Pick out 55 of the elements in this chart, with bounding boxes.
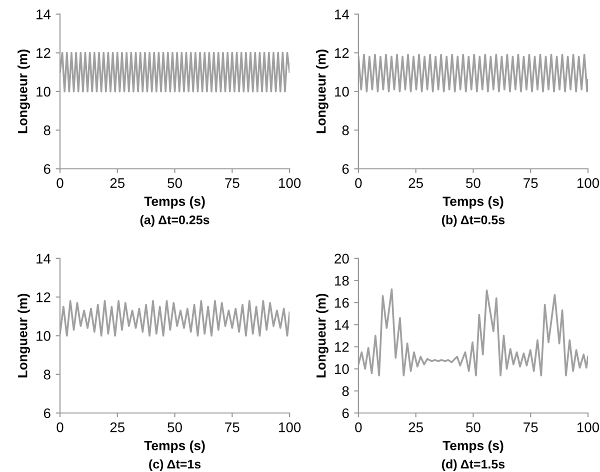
- y-axis-title: Longueur (m): [18, 50, 30, 134]
- x-tick-label: 100: [577, 178, 600, 188]
- y-tick-label: 18: [335, 276, 349, 286]
- y-tick-label: 14: [335, 320, 349, 330]
- x-tick-label: 25: [110, 422, 125, 432]
- y-tick-label: 8: [342, 386, 349, 396]
- x-tick-label: 50: [168, 178, 182, 188]
- x-axis-title: Temps (s): [144, 440, 205, 453]
- x-tick-label: 100: [577, 422, 600, 432]
- y-tick-label: 6: [44, 408, 50, 418]
- x-tick-label: 0: [355, 178, 362, 188]
- x-tick-label: 75: [225, 422, 240, 432]
- y-tick-label: 14: [36, 254, 51, 264]
- y-axis-title: Longueur (m): [316, 50, 328, 134]
- y-axis-title: Longueur (m): [18, 294, 30, 378]
- x-tick-label: 25: [408, 422, 423, 432]
- y-tick-label: 12: [335, 48, 349, 58]
- x-tick-label: 50: [466, 178, 480, 188]
- y-tick-label: 12: [335, 342, 349, 352]
- x-tick-label: 25: [408, 178, 423, 188]
- y-tick-label: 10: [335, 364, 349, 374]
- y-tick-label: 16: [335, 298, 349, 308]
- y-tick-label: 12: [36, 292, 50, 302]
- y-tick-label: 12: [36, 48, 50, 58]
- x-tick-label: 75: [524, 178, 538, 188]
- y-tick-label: 14: [335, 10, 349, 20]
- text: (d) Δt=1.5s: [442, 459, 505, 472]
- x-axis-title: Temps (s): [442, 196, 504, 209]
- y-axis-title: Longueur (m): [316, 294, 328, 378]
- y-tick-label: 10: [36, 331, 50, 341]
- y-tick-label: 6: [342, 408, 349, 418]
- y-tick-label: 8: [44, 125, 50, 136]
- x-tick-label: 0: [355, 422, 362, 432]
- x-tick-label: 100: [279, 178, 301, 188]
- y-tick-label: 14: [36, 10, 51, 20]
- y-tick-label: 10: [335, 86, 349, 97]
- x-tick-label: 50: [466, 422, 480, 432]
- text: (a) Δt=0.25s: [140, 215, 210, 227]
- x-axis-title: Temps (s): [442, 440, 504, 453]
- x-tick-label: 0: [56, 178, 64, 188]
- text: (b) Δt=0.5s: [442, 215, 505, 227]
- y-tick-label: 10: [36, 86, 50, 97]
- y-tick-label: 20: [334, 254, 349, 264]
- x-tick-label: 75: [524, 422, 538, 432]
- x-tick-label: 25: [110, 178, 125, 188]
- text: (c) Δt=1s: [149, 459, 201, 472]
- x-axis-title: Temps (s): [144, 196, 205, 209]
- y-tick-label: 6: [342, 164, 349, 174]
- x-tick-label: 100: [279, 422, 301, 432]
- x-tick-label: 50: [168, 422, 182, 432]
- x-tick-label: 75: [225, 178, 240, 188]
- y-tick-label: 6: [44, 164, 50, 174]
- x-tick-label: 0: [56, 422, 64, 432]
- y-tick-label: 8: [44, 370, 50, 380]
- y-tick-label: 8: [342, 125, 349, 136]
